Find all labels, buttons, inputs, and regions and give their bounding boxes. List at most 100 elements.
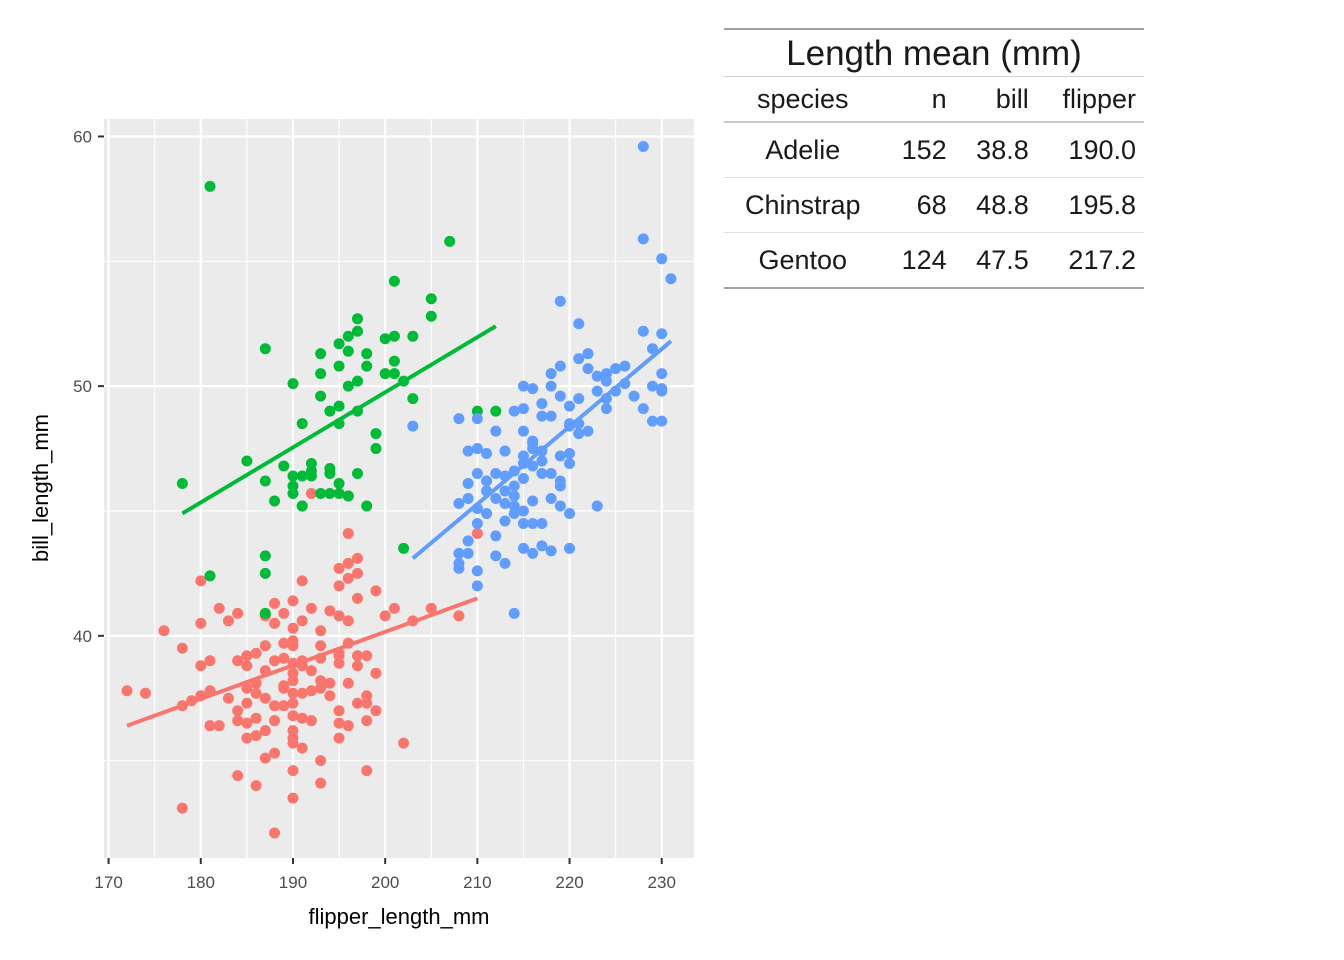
- data-point: [490, 468, 502, 480]
- data-point: [407, 615, 419, 627]
- data-point: [370, 705, 382, 717]
- data-point: [527, 443, 539, 455]
- data-point: [204, 180, 216, 192]
- data-point: [315, 777, 327, 789]
- axes: 170 180 190 200 210 220 230 40 50 60: [73, 127, 676, 892]
- data-point: [490, 550, 502, 562]
- data-point: [333, 418, 345, 430]
- data-point: [591, 500, 603, 512]
- data-point: [591, 385, 603, 397]
- data-point: [342, 615, 354, 627]
- data-point: [499, 485, 511, 497]
- data-point: [333, 580, 345, 592]
- data-point: [398, 542, 410, 554]
- data-point: [573, 318, 585, 330]
- data-point: [342, 572, 354, 584]
- y-axis-title: bill_length_mm: [28, 414, 53, 562]
- data-point: [573, 418, 585, 430]
- data-point: [269, 715, 281, 727]
- data-point: [471, 517, 483, 529]
- table-row: Adelie 152 38.8 190.0: [724, 122, 1144, 178]
- data-point: [398, 737, 410, 749]
- y-tick-label: 50: [73, 377, 92, 396]
- data-point: [241, 717, 253, 729]
- data-point: [647, 415, 659, 427]
- data-point: [647, 380, 659, 392]
- data-point: [287, 765, 299, 777]
- data-point: [342, 720, 354, 732]
- data-point: [324, 487, 336, 499]
- x-tick-label: 220: [555, 873, 583, 892]
- data-point: [619, 378, 631, 390]
- data-point: [527, 383, 539, 395]
- data-point: [287, 697, 299, 709]
- data-point: [573, 353, 585, 365]
- data-point: [195, 690, 207, 702]
- data-point: [517, 517, 529, 529]
- data-point: [232, 705, 244, 717]
- data-point: [582, 348, 594, 360]
- data-point: [527, 460, 539, 472]
- data-point: [204, 655, 216, 667]
- table-row: Gentoo 124 47.5 217.2: [724, 232, 1144, 289]
- data-point: [490, 425, 502, 437]
- data-point: [259, 665, 271, 677]
- data-point: [499, 497, 511, 509]
- data-point: [545, 410, 557, 422]
- x-tick-label: 200: [371, 873, 399, 892]
- data-point: [250, 780, 262, 792]
- data-point: [333, 338, 345, 350]
- data-point: [259, 752, 271, 764]
- data-point: [407, 393, 419, 405]
- data-point: [490, 405, 502, 417]
- data-point: [379, 368, 391, 380]
- data-point: [564, 400, 576, 412]
- data-point: [554, 295, 566, 307]
- data-point: [352, 468, 364, 480]
- data-point: [315, 640, 327, 652]
- data-point: [471, 527, 483, 539]
- data-point: [287, 640, 299, 652]
- data-point: [536, 445, 548, 457]
- data-point: [315, 755, 327, 767]
- data-point: [287, 470, 299, 482]
- data-point: [296, 470, 308, 482]
- data-point: [453, 413, 465, 425]
- data-point: [573, 393, 585, 405]
- data-point: [462, 492, 474, 504]
- data-point: [287, 622, 299, 634]
- data-point: [213, 720, 225, 732]
- data-point: [545, 380, 557, 392]
- data-point: [499, 557, 511, 569]
- data-point: [139, 687, 151, 699]
- data-point: [637, 140, 649, 152]
- data-point: [333, 647, 345, 659]
- header-n: n: [881, 77, 955, 123]
- data-point: [471, 468, 483, 480]
- data-point: [315, 675, 327, 687]
- data-point: [517, 425, 529, 437]
- data-point: [213, 602, 225, 614]
- data-point: [269, 597, 281, 609]
- data-point: [352, 660, 364, 672]
- data-point: [176, 802, 188, 814]
- data-point: [278, 652, 290, 664]
- data-point: [388, 355, 400, 367]
- data-point: [250, 712, 262, 724]
- data-point: [527, 495, 539, 507]
- data-point: [305, 470, 317, 482]
- data-point: [342, 637, 354, 649]
- data-point: [195, 575, 207, 587]
- data-point: [241, 455, 253, 467]
- data-point: [656, 328, 668, 340]
- cell-species: Adelie: [724, 122, 882, 178]
- x-tick-label: 170: [94, 873, 122, 892]
- data-point: [232, 715, 244, 727]
- data-point: [600, 375, 612, 387]
- cell-n: 152: [881, 122, 955, 178]
- data-point: [471, 565, 483, 577]
- data-point: [388, 275, 400, 287]
- data-point: [269, 655, 281, 667]
- data-point: [333, 610, 345, 622]
- data-point: [361, 697, 373, 709]
